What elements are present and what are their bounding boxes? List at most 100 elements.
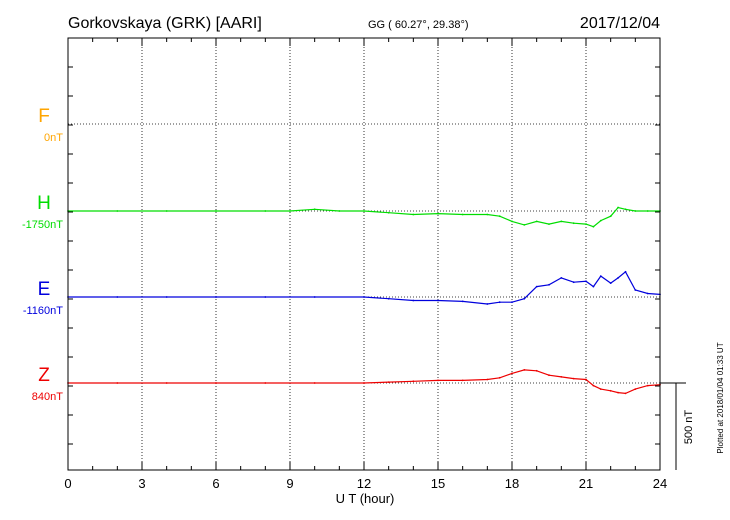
series-point-Z <box>646 384 649 387</box>
station-title: Gorkovskaya (GRK) [AARI] <box>68 15 262 32</box>
series-point-Z <box>572 377 575 380</box>
scale-bar: 500 nT <box>660 382 695 470</box>
series-point-Z <box>313 382 316 384</box>
series-point-E <box>461 300 464 303</box>
series-point-Z <box>363 382 365 384</box>
channel-baseline-F: 0nT <box>44 132 63 144</box>
series-point-Z <box>592 384 595 387</box>
series-point-H <box>548 223 550 226</box>
series-point-H <box>511 220 513 223</box>
series-point-E <box>599 275 602 277</box>
series-point-Z <box>560 376 563 378</box>
x-tick-label: 18 <box>505 476 519 491</box>
series-point-H <box>592 225 595 228</box>
channel-labels: F 0nT H -1750nT E -1160nT Z 840nT <box>22 106 63 403</box>
series-point-H <box>486 213 489 216</box>
series-point-Z <box>264 382 267 384</box>
series-point-H <box>572 222 575 225</box>
x-tick-label: 0 <box>64 476 71 491</box>
series-point-E <box>617 277 619 279</box>
series-point-H <box>313 208 316 211</box>
series-point-Z <box>215 382 217 384</box>
grid <box>68 38 660 470</box>
series-point-E <box>535 285 538 288</box>
series-point-H <box>646 210 649 212</box>
series-point-Z <box>599 388 602 390</box>
series-point-Z <box>523 369 526 371</box>
series-point-E <box>609 282 612 284</box>
series-point-Z <box>511 372 513 375</box>
station-coords: GG ( 60.27°, 29.38°) <box>368 19 469 31</box>
channel-baseline-Z: 840nT <box>32 391 63 403</box>
x-axis-label: U T (hour) <box>336 491 395 506</box>
x-tick-label: 6 <box>212 476 219 491</box>
series-point-E <box>560 277 563 279</box>
series-point-H <box>498 215 501 218</box>
date-label: 2017/12/04 <box>580 15 660 32</box>
x-tick-label: 12 <box>357 476 371 491</box>
series-layer <box>67 206 661 395</box>
series-point-E <box>264 296 267 298</box>
series-point-E <box>592 285 595 288</box>
series-point-H <box>289 210 291 212</box>
series-point-H <box>363 210 365 212</box>
series-point-H <box>165 210 168 212</box>
series-point-H <box>215 210 217 212</box>
series-point-E <box>412 299 415 302</box>
series-point-Z <box>486 378 489 381</box>
series-point-E <box>165 296 168 298</box>
series-point-E <box>624 270 627 273</box>
series-point-E <box>486 303 489 305</box>
series-line-E <box>68 270 661 305</box>
series-point-E <box>634 289 637 291</box>
series-point-Z <box>461 379 464 382</box>
series-point-Z <box>437 379 439 382</box>
x-tick-label: 21 <box>579 476 593 491</box>
channel-name-F: F <box>38 106 50 127</box>
series-point-H <box>523 224 526 226</box>
series-point-H <box>609 215 612 218</box>
x-tick-label: 15 <box>431 476 445 491</box>
series-point-Z <box>116 382 119 384</box>
x-tick-label: 3 <box>138 476 145 491</box>
series-line-Z <box>68 369 661 395</box>
series-point-H <box>634 210 637 212</box>
series-point-E <box>215 296 217 298</box>
series-point-H <box>116 210 119 212</box>
series-point-Z <box>535 369 538 372</box>
series-point-H <box>264 210 267 212</box>
series-point-E <box>511 301 513 304</box>
series-point-H <box>387 211 390 214</box>
series-point-Z <box>617 391 619 394</box>
channel-name-H: H <box>37 193 51 214</box>
series-point-H <box>338 210 341 212</box>
series-point-E <box>646 292 649 295</box>
series-point-H <box>461 213 464 216</box>
series-point-Z <box>624 392 627 395</box>
scale-bar-label: 500 nT <box>683 410 695 445</box>
plotted-timestamp: Plotted at 2018/01/04 01:33 UT <box>716 342 725 453</box>
series-point-Z <box>609 389 612 392</box>
channel-name-Z: Z <box>38 365 50 386</box>
series-point-E <box>585 280 587 283</box>
series-point-H <box>624 208 627 211</box>
series-point-H <box>585 223 587 226</box>
x-tick-label: 24 <box>653 476 667 491</box>
series-point-Z <box>634 388 637 390</box>
series-point-E <box>387 297 390 300</box>
channel-baseline-E: -1160nT <box>23 305 63 317</box>
series-point-Z <box>387 381 390 383</box>
series-line-H <box>68 206 660 228</box>
series-point-Z <box>412 380 415 383</box>
series-point-Z <box>165 382 168 384</box>
channel-name-E: E <box>38 279 51 300</box>
series-point-E <box>498 301 501 304</box>
series-point-Z <box>585 378 587 381</box>
channel-baseline-H: -1750nT <box>22 219 63 231</box>
series-point-E <box>437 299 439 302</box>
x-tick-label: 9 <box>286 476 293 491</box>
plot-frame <box>67 37 661 471</box>
series-point-E <box>523 297 526 300</box>
series-point-H <box>412 213 415 216</box>
